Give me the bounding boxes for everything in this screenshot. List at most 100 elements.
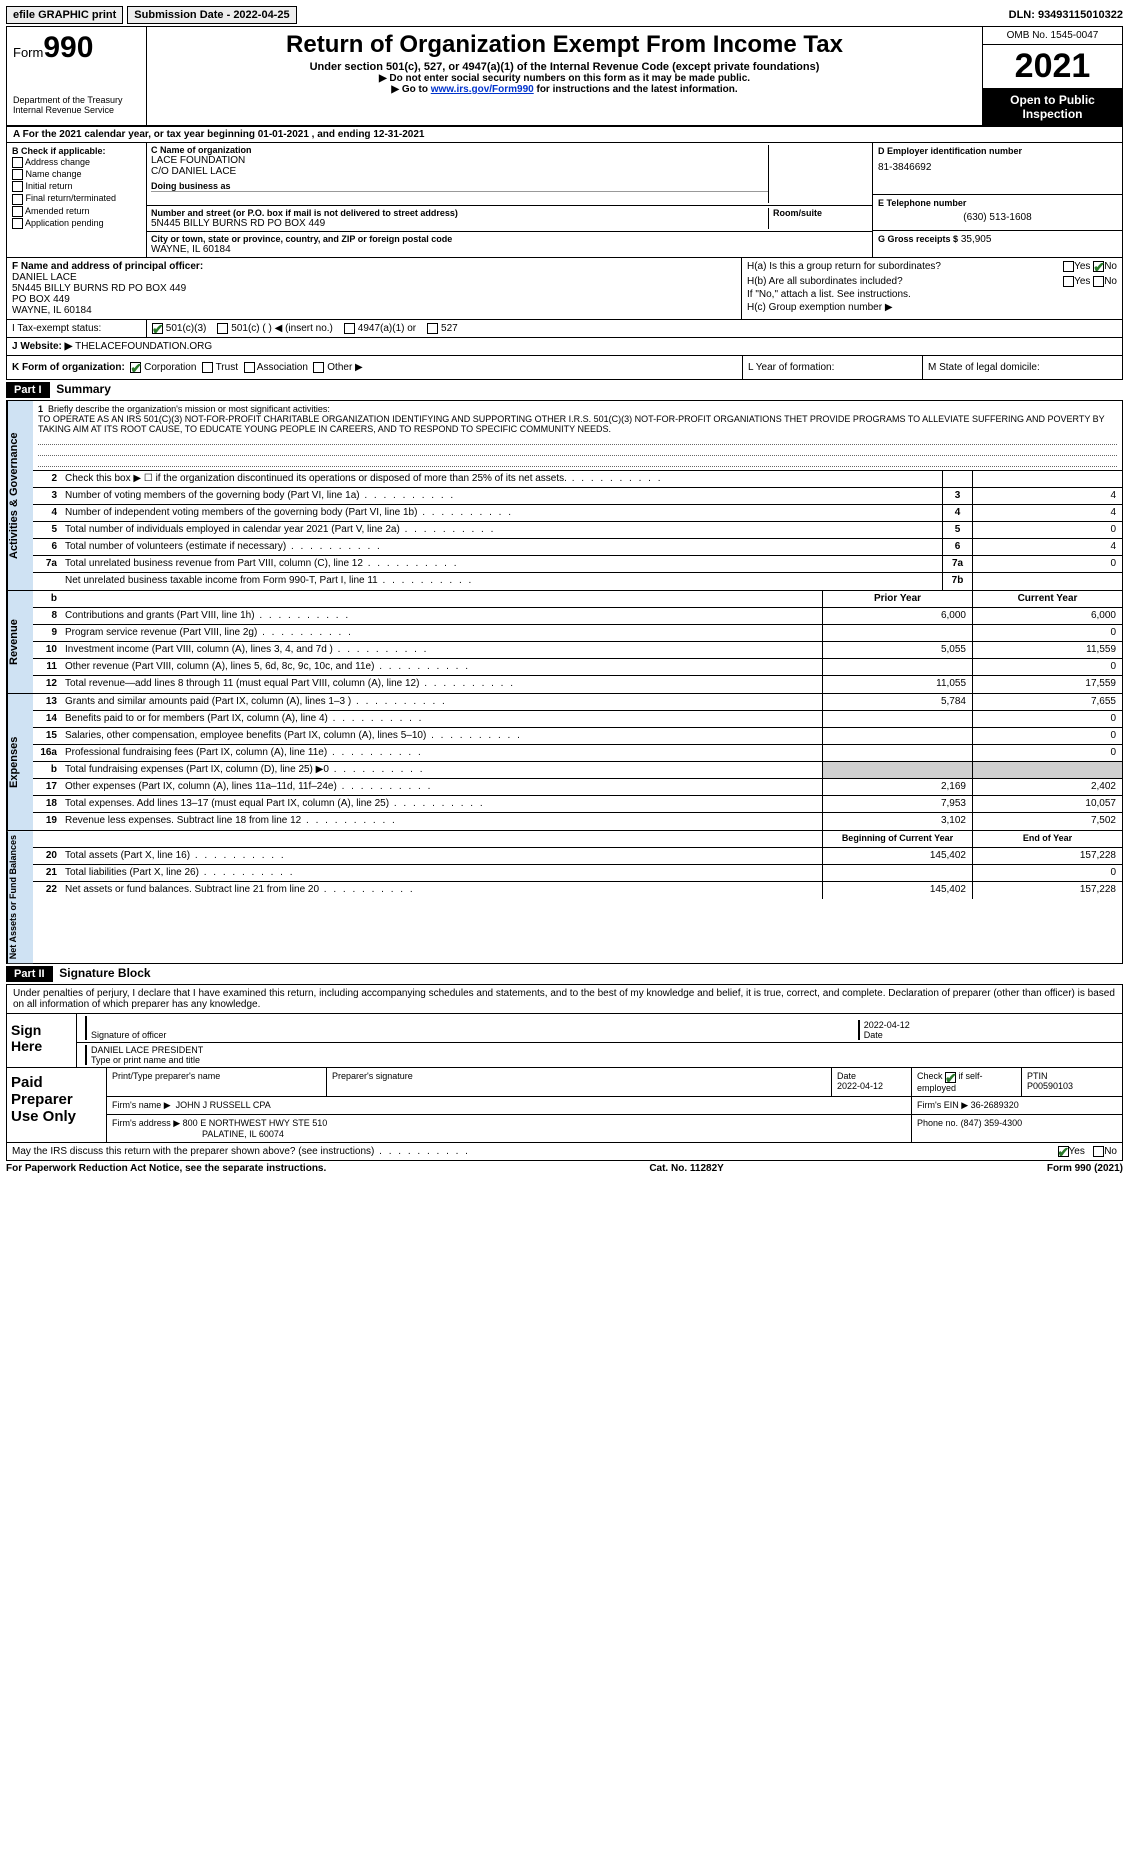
ha-yes[interactable] [1063,261,1074,272]
revenue-line: 12Total revenue—add lines 8 through 11 (… [33,676,1122,693]
ptin-value: P00590103 [1027,1081,1117,1091]
chk-association[interactable] [244,362,255,373]
chk-501c3[interactable] [152,323,163,334]
prep-name-label: Print/Type preparer's name [107,1068,327,1095]
officer-city: WAYNE, IL 60184 [12,305,736,316]
chk-amended-return[interactable]: Amended return [12,206,141,217]
discuss-yes[interactable] [1058,1146,1069,1157]
na-header: Beginning of Current Year End of Year [33,831,1122,848]
revenue-line: 8Contributions and grants (Part VIII, li… [33,608,1122,625]
cat-no: Cat. No. 11282Y [649,1163,723,1174]
row-klm: K Form of organization: Corporation Trus… [6,356,1123,380]
subtitle-2: ▶ Do not enter social security numbers o… [155,73,974,84]
hb-row: H(b) Are all subordinates included? Yes … [747,276,1117,287]
revenue-line: 9Program service revenue (Part VIII, lin… [33,625,1122,642]
gov-line: Net unrelated business taxable income fr… [33,573,1122,590]
prep-date: 2022-04-12 [837,1081,906,1091]
gov-line: 4Number of independent voting members of… [33,505,1122,522]
hb-no[interactable] [1093,276,1104,287]
firm-ein: 36-2689320 [971,1100,1019,1110]
name-label: C Name of organization [151,145,768,155]
addr-label: Number and street (or P.O. box if mail i… [151,208,768,218]
form-number: Form990 [13,31,140,65]
subtitle-3: ▶ Go to www.irs.gov/Form990 for instruct… [155,84,974,95]
ha-no[interactable] [1093,261,1104,272]
chk-name-change[interactable]: Name change [12,169,141,180]
street-address: 5N445 BILLY BURNS RD PO BOX 449 [151,218,768,229]
section-governance: Activities & Governance 1 Briefly descri… [6,401,1123,591]
chk-final-return[interactable]: Final return/terminated [12,193,141,204]
form-header: Form990 Department of the Treasury Inter… [6,26,1123,127]
net-asset-line: 20Total assets (Part X, line 16)145,4021… [33,848,1122,865]
hb-yes[interactable] [1063,276,1074,287]
firm-name: JOHN J RUSSELL CPA [176,1100,271,1110]
submission-date-button[interactable]: Submission Date - 2022-04-25 [127,6,296,24]
chk-initial-return[interactable]: Initial return [12,181,141,192]
part1-header: Part I Summary [6,380,1123,401]
firm-address: 800 E NORTHWEST HWY STE 510 [183,1118,328,1128]
officer-label: F Name and address of principal officer: [12,261,736,272]
state-domicile: M State of legal domicile: [922,356,1122,379]
form-title: Return of Organization Exempt From Incom… [155,31,974,59]
dept-label: Department of the Treasury Internal Reve… [13,95,140,115]
mission-block: 1 Briefly describe the organization's mi… [33,401,1122,471]
chk-4947[interactable] [344,323,355,334]
chk-501c[interactable] [217,323,228,334]
chk-application-pending[interactable]: Application pending [12,218,141,229]
gov-line: 3Number of voting members of the governi… [33,488,1122,505]
prep-sig-label: Preparer's signature [327,1068,832,1095]
section-expenses: Expenses 13Grants and similar amounts pa… [6,694,1123,831]
expense-line: 19Revenue less expenses. Subtract line 1… [33,813,1122,830]
expense-line: 14Benefits paid to or for members (Part … [33,711,1122,728]
row-j-website: J Website: ▶ THELACEFOUNDATION.ORG [6,338,1123,356]
expense-line: 17Other expenses (Part IX, column (A), l… [33,779,1122,796]
chk-address-change[interactable]: Address change [12,157,141,168]
side-label-revenue: Revenue [7,591,33,693]
col-b-checkboxes: B Check if applicable: Address change Na… [7,143,147,257]
chk-trust[interactable] [202,362,213,373]
officer-name-label: Type or print name and title [91,1055,1118,1065]
city-label: City or town, state or province, country… [151,234,868,244]
sig-date-label: Date [864,1030,1118,1040]
expense-line: 13Grants and similar amounts paid (Part … [33,694,1122,711]
sig-officer-label: Signature of officer [91,1030,854,1040]
discuss-no[interactable] [1093,1146,1104,1157]
net-asset-line: 22Net assets or fund balances. Subtract … [33,882,1122,899]
revenue-line: 10Investment income (Part VIII, column (… [33,642,1122,659]
tax-year: 2021 [983,45,1122,89]
website-value: THELACEFOUNDATION.ORG [75,341,212,352]
chk-527[interactable] [427,323,438,334]
officer-name: DANIEL LACE [12,272,736,283]
efile-button[interactable]: efile GRAPHIC print [6,6,123,24]
gov-line: 7aTotal unrelated business revenue from … [33,556,1122,573]
row-i-tax-status: I Tax-exempt status: 501(c)(3) 501(c) ( … [6,320,1123,338]
revenue-header: b Prior Year Current Year [33,591,1122,608]
dba-value [151,191,768,203]
footer-bottom: For Paperwork Reduction Act Notice, see … [6,1161,1123,1176]
expense-line: bTotal fundraising expenses (Part IX, co… [33,762,1122,779]
prep-self-employed: Check if self-employed [912,1068,1022,1095]
firm-phone: (847) 359-4300 [961,1118,1023,1128]
officer-addr1: 5N445 BILLY BURNS RD PO BOX 449 [12,283,736,294]
gov-line: 6Total number of volunteers (estimate if… [33,539,1122,556]
phone-label: E Telephone number [878,198,1117,208]
city-state-zip: WAYNE, IL 60184 [151,244,868,255]
footer-discuss: May the IRS discuss this return with the… [6,1143,1123,1161]
ha-row: H(a) Is this a group return for subordin… [747,261,1117,272]
omb-number: OMB No. 1545-0047 [983,27,1122,45]
dba-label: Doing business as [151,181,768,191]
hc-row: H(c) Group exemption number ▶ [747,302,1117,313]
chk-corporation[interactable] [130,362,141,373]
ein-label: D Employer identification number [878,146,1117,156]
section-net-assets: Net Assets or Fund Balances Beginning of… [6,831,1123,964]
chk-other[interactable] [313,362,324,373]
gross-label: G Gross receipts $ [878,234,958,244]
gross-value: 35,905 [961,234,992,245]
revenue-line: 11Other revenue (Part VIII, column (A), … [33,659,1122,676]
expense-line: 16aProfessional fundraising fees (Part I… [33,745,1122,762]
top-bar: efile GRAPHIC print Submission Date - 20… [6,6,1123,24]
irs-link[interactable]: www.irs.gov/Form990 [431,84,534,95]
part2-header: Part II Signature Block [6,964,1123,985]
net-asset-line: 21Total liabilities (Part X, line 26)0 [33,865,1122,882]
subtitle-1: Under section 501(c), 527, or 4947(a)(1)… [155,61,974,73]
